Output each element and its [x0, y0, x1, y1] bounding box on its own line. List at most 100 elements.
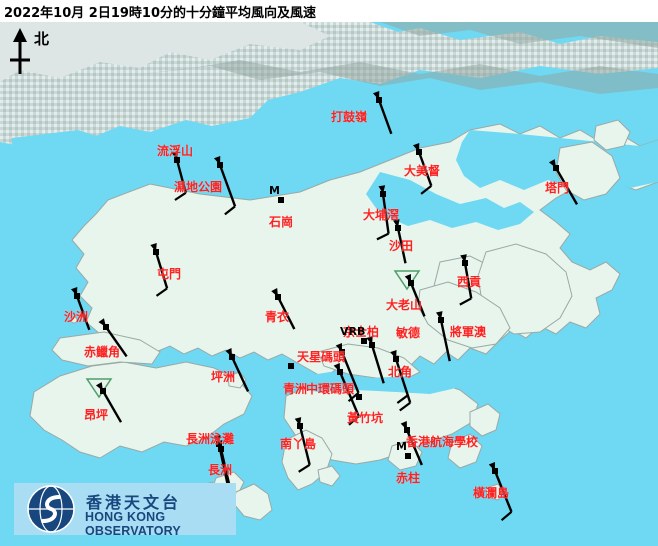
- barb-feather: [155, 287, 168, 297]
- station-label: 大美督: [404, 164, 441, 178]
- station-wind-barb: [488, 462, 513, 522]
- station-dot: [288, 363, 294, 369]
- barb-shaft: [370, 344, 385, 384]
- station-label: 敏德: [396, 326, 421, 340]
- station-wind-barb: [333, 363, 360, 426]
- station-wind-barb: [376, 185, 390, 241]
- barb-feather: [459, 297, 472, 306]
- barb-shaft: [439, 319, 451, 362]
- logo-english-name: HONG KONG OBSERVATORY: [85, 510, 181, 538]
- station-label: 濕地公園: [174, 180, 223, 194]
- station-wind-barb: [392, 219, 407, 264]
- station-label: 青洲: [283, 382, 308, 396]
- barb-feather: [376, 232, 390, 241]
- station-label: 南丫島: [280, 437, 317, 451]
- barb-arrowhead: [413, 143, 420, 152]
- barb-feather: [298, 463, 311, 473]
- barb-arrowhead: [150, 243, 157, 252]
- barb-shaft: [105, 326, 128, 358]
- station-wind-barb: [400, 421, 423, 466]
- station-wind-barb: [405, 453, 411, 459]
- barb-arrowhead: [390, 350, 397, 359]
- station-label: 京士柏: [343, 325, 380, 339]
- barb-arrowhead: [435, 311, 443, 320]
- station-wind-barb: [271, 288, 296, 330]
- station-label: 大老山: [386, 298, 423, 312]
- barb-feather: [500, 510, 513, 522]
- station-triangle-marker: [85, 378, 113, 399]
- barb-arrowhead: [460, 254, 467, 263]
- barb-arrowhead: [400, 421, 407, 430]
- barb-shaft: [409, 282, 426, 317]
- wind-barb-layer: [71, 91, 579, 522]
- barb-arrowhead: [225, 348, 232, 357]
- barb-arrowhead: [215, 440, 223, 449]
- barb-arrowhead: [548, 159, 556, 168]
- barb-feather: [396, 394, 409, 404]
- station-dot: [278, 197, 284, 203]
- station-wind-barb: [361, 338, 367, 344]
- barb-arrowhead: [71, 287, 78, 296]
- station-wind-barb: [214, 156, 237, 216]
- station-wind-barb: [294, 417, 311, 473]
- station-label: 流浮山: [157, 144, 194, 158]
- barb-arrowhead: [366, 336, 373, 345]
- barb-shaft: [175, 159, 187, 194]
- barb-feather: [224, 205, 236, 216]
- barb-arrowhead: [98, 318, 106, 327]
- station-label: 橫瀾島: [473, 486, 510, 500]
- barb-shaft: [276, 296, 296, 330]
- barb-shaft: [396, 227, 407, 264]
- station-wind-barb: [373, 91, 393, 135]
- station-label: 北角: [388, 365, 413, 379]
- barb-shaft: [298, 425, 311, 466]
- station-label: 打鼓嶺: [331, 110, 368, 124]
- barb-shaft: [101, 390, 123, 423]
- station-label: 大埔滘: [363, 208, 400, 222]
- station-label: 赤柱: [396, 471, 421, 485]
- north-label: 北: [34, 30, 50, 48]
- station-dot: [361, 338, 367, 344]
- station-wind-barb: [366, 336, 385, 384]
- map-geography: [0, 22, 658, 546]
- barb-arrowhead: [294, 417, 302, 426]
- station-wind-barb: [278, 197, 284, 203]
- barb-arrowhead: [171, 151, 179, 160]
- station-label: 石崗: [269, 215, 294, 229]
- station-wind-barb: [71, 287, 91, 331]
- station-label: 昂坪: [84, 408, 109, 422]
- station-triangle-marker: [393, 270, 421, 291]
- barb-shaft: [230, 356, 250, 392]
- barb-arrowhead: [333, 363, 340, 372]
- barb-shaft: [154, 251, 169, 289]
- barb-arrowhead: [95, 382, 103, 391]
- station-label: 香港航海學校: [406, 435, 479, 449]
- barb-shaft: [218, 164, 237, 207]
- station-marker-m: M: [269, 184, 280, 197]
- hko-logo: 香港天文台 HONG KONG OBSERVATORY: [14, 483, 236, 538]
- station-dot: [405, 453, 411, 459]
- station-label: 將軍澳: [450, 325, 487, 339]
- station-wind-barb: [393, 270, 426, 317]
- barb-feather: [420, 184, 432, 195]
- station-marker-m: M: [396, 440, 407, 453]
- map-canvas[interactable]: 北 打鼓嶺 流浮山 濕地公園 大美督 塔門 石崗 M 大埔滘 沙田 屯門 西貢 大老山 沙洲 青衣 敏德 京士…: [0, 22, 658, 546]
- station-dot: [356, 394, 362, 400]
- station-label: 沙田: [389, 239, 414, 253]
- barb-arrowhead: [488, 462, 495, 471]
- station-wind-barb: [85, 378, 123, 423]
- station-label: 青衣: [265, 310, 290, 324]
- barb-shaft: [405, 429, 423, 466]
- station-label: 黃竹坑: [347, 411, 384, 425]
- station-wind-barb: [413, 143, 433, 195]
- barb-feather: [399, 401, 411, 412]
- barb-shaft: [338, 371, 360, 417]
- barb-shaft: [340, 351, 360, 394]
- station-wind-barb: [288, 363, 294, 369]
- station-label: 西貢: [457, 275, 482, 289]
- barb-shaft: [381, 193, 390, 234]
- station-marker-vrb: VRB: [340, 325, 366, 338]
- station-wind-barb: [390, 350, 412, 412]
- station-label: 沙洲: [64, 310, 89, 324]
